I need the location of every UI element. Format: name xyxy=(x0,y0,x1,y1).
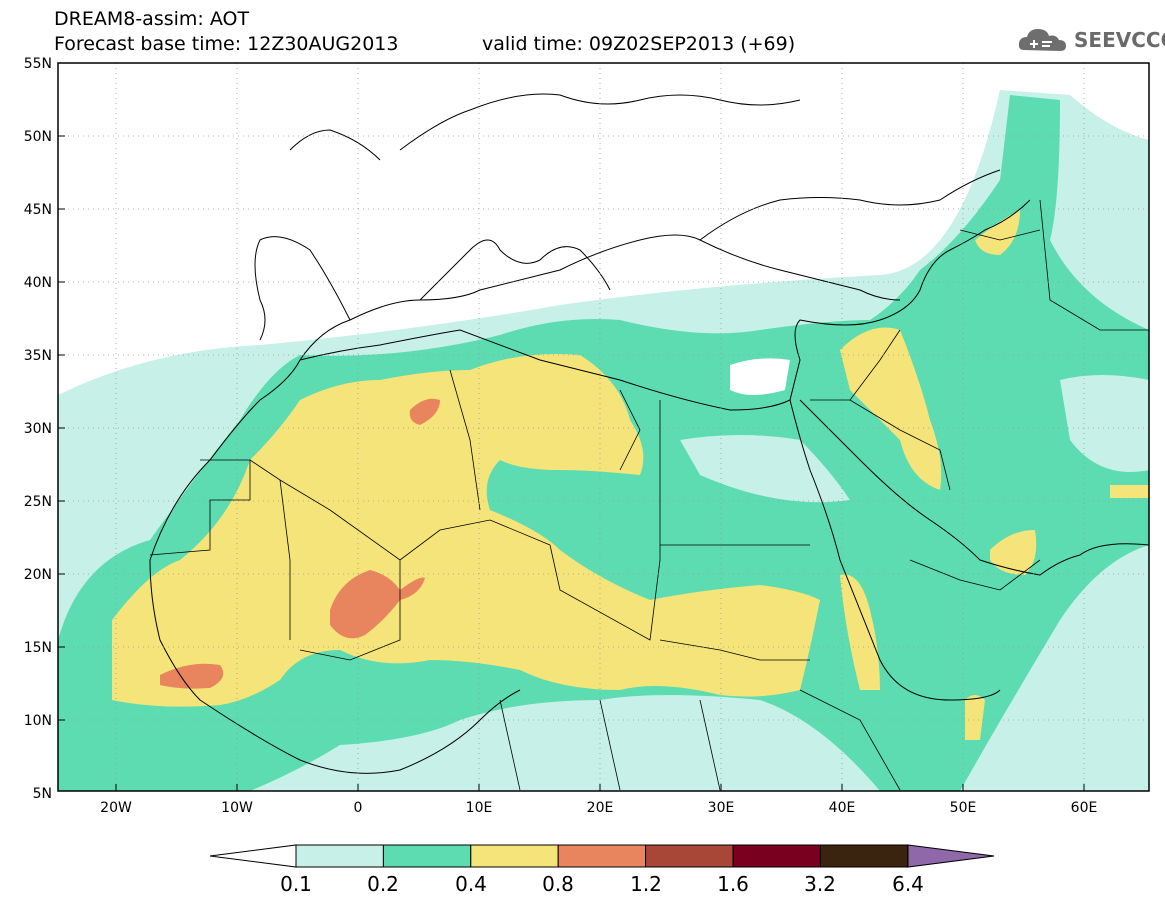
lon-label: 20E xyxy=(587,800,614,816)
lat-label: 45N xyxy=(24,202,52,218)
colorbar-label: 0.1 xyxy=(280,872,312,896)
lat-label: 20N xyxy=(24,567,52,583)
lat-label: 40N xyxy=(24,275,52,291)
aot-contour-0.4 xyxy=(112,354,820,707)
cloud-icon xyxy=(1018,29,1066,51)
logo-text: SEEVCCC xyxy=(1074,28,1165,52)
lon-label: 30E xyxy=(708,800,735,816)
lon-label: 40E xyxy=(829,800,856,816)
colorbar-label: 1.6 xyxy=(717,872,749,896)
lon-label: 10E xyxy=(466,800,493,816)
colorbar-label: 6.4 xyxy=(892,872,924,896)
lat-label: 15N xyxy=(24,640,52,656)
country-borders xyxy=(149,199,1149,791)
colorbar-swatch xyxy=(732,844,821,868)
base-time-text: Forecast base time: 12Z30AUG2013 xyxy=(54,33,399,55)
colorbar-swatch xyxy=(819,844,909,868)
colorbar-under-arrow xyxy=(209,844,297,868)
graticule xyxy=(58,63,1149,791)
colorbar-label: 0.2 xyxy=(367,872,399,896)
lat-label: 30N xyxy=(24,421,52,437)
lon-label: 10W xyxy=(221,800,253,816)
lat-label: 25N xyxy=(24,494,52,510)
colorbar xyxy=(209,844,995,868)
lon-label: 60E xyxy=(1071,800,1098,816)
colorbar-label: 1.2 xyxy=(630,872,662,896)
lon-label: 0 xyxy=(354,800,363,816)
seevccc-logo: SEEVCCC xyxy=(1016,22,1165,58)
axis-ticks xyxy=(58,62,1085,792)
lon-label: 50E xyxy=(950,800,977,816)
lon-label: 20W xyxy=(100,800,132,816)
colorbar-label: 3.2 xyxy=(804,872,836,896)
map-title: DREAM8-assim: AOT xyxy=(54,8,250,30)
valid-time-text: valid time: 09Z02SEP2013 (+69) xyxy=(482,33,796,55)
colorbar-swatch xyxy=(645,844,734,868)
forecast-time-line: Forecast base time: 12Z30AUG2013 valid ti… xyxy=(54,33,795,55)
lat-label: 5N xyxy=(33,786,52,802)
lat-label: 55N xyxy=(24,56,52,72)
colorbar-swatch xyxy=(470,844,559,868)
aot-field xyxy=(58,63,1149,791)
colorbar-swatch xyxy=(382,844,472,868)
map-frame xyxy=(57,62,1150,792)
lat-label: 50N xyxy=(24,129,52,145)
lat-label: 35N xyxy=(24,348,52,364)
colorbar-label: 0.8 xyxy=(542,872,574,896)
lat-label: 10N xyxy=(24,713,52,729)
colorbar-swatch xyxy=(295,844,384,868)
aot-contour-0.8 xyxy=(330,570,425,639)
colorbar-swatch xyxy=(557,844,647,868)
colorbar-label: 0.4 xyxy=(455,872,487,896)
colorbar-over-arrow xyxy=(907,844,995,868)
